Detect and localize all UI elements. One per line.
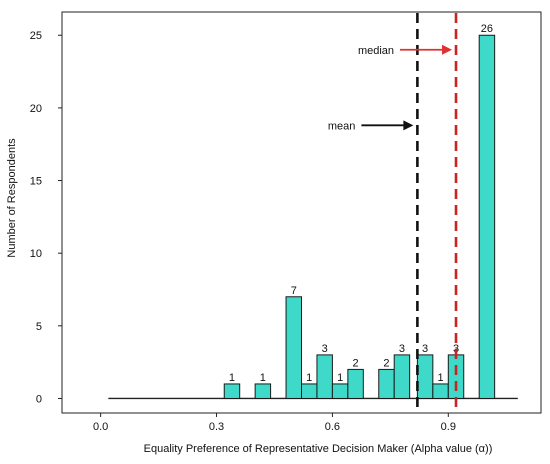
bar-value-label: 1 [260,372,266,384]
x-axis-ticks: 0.0 0.3 0.6 0.9 [93,413,456,433]
y-tick-label: 25 [30,30,42,42]
x-tick-label: 0.3 [209,421,224,433]
x-tick-label: 0.9 [441,421,456,433]
bar [378,368,395,399]
x-tick-label: 0.0 [93,421,108,433]
bar [432,383,449,399]
bar [301,383,318,399]
bar [447,354,465,399]
reference-lines [416,13,458,412]
y-tick-label: 0 [36,393,42,405]
bar-value-label: 2 [353,357,359,369]
x-tick-label: 0.6 [325,421,340,433]
bar [331,383,349,399]
bar-value-label: 2 [383,357,389,369]
bar [393,354,411,399]
plot-frame [61,11,542,414]
bar-value-label: 1 [306,372,312,384]
mean-arrow-head [403,120,414,131]
y-tick-label: 5 [36,321,42,333]
mean-annotation-label: mean [328,120,356,132]
y-tick-label: 10 [30,248,42,260]
y-tick-label: 20 [30,103,42,115]
plot-border [61,11,542,414]
bar [416,354,434,399]
bar-value-label: 3 [453,343,459,355]
bar [478,34,496,399]
bar-value-label: 3 [422,343,428,355]
bar-value-label: 1 [438,372,444,384]
bar [316,354,333,399]
bar-value-label: 3 [399,343,405,355]
bar [223,383,241,399]
y-axis-ticks: 0 5 10 15 20 25 [30,30,62,405]
median-arrow-head [442,44,453,55]
bar [347,368,364,399]
y-tick-label: 15 [30,176,42,188]
bar-value-label: 7 [291,285,297,297]
bar-value-label: 1 [229,372,235,384]
bars [223,34,496,399]
bar-value-label: 1 [337,372,343,384]
bar [254,383,272,399]
median-annotation-label: median [358,45,394,57]
bar-value-label: 3 [322,343,328,355]
annotations: median mean [328,44,453,132]
bar-value-label: 26 [481,23,493,35]
y-axis-label: Number of Respondents [6,138,18,258]
bar [285,296,303,399]
x-axis-label: Equality Preference of Representative De… [144,443,493,455]
